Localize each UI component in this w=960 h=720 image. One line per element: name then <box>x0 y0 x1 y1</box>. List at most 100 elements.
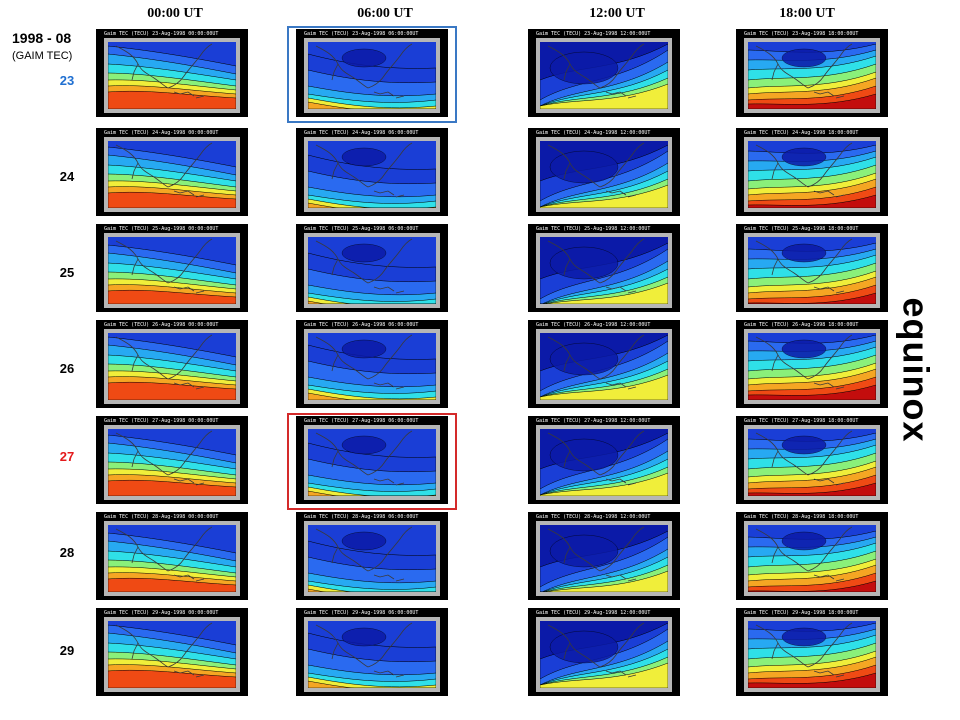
low-tec-region <box>549 534 619 568</box>
tec-contour-map <box>108 429 236 496</box>
coastline <box>547 526 645 582</box>
tec-map-panel: Gaim TEC (TECU) 29-Aug-1998 18:00:00UT <box>736 608 888 696</box>
tec-contour-band <box>308 490 436 496</box>
panel-header: Gaim TEC (TECU) 25-Aug-1998 06:00:00UT <box>304 226 419 232</box>
tec-map-panel: Gaim TEC (TECU) 29-Aug-1998 06:00:00UT <box>296 608 448 696</box>
tec-map-panel: Gaim TEC (TECU) 26-Aug-1998 12:00:00UT <box>528 320 680 408</box>
panel-frame <box>304 521 440 596</box>
tec-contour-map <box>308 333 436 400</box>
panel-map <box>308 333 436 400</box>
figure-title: 1998 - 08 <box>12 30 72 46</box>
low-tec-region <box>341 531 387 551</box>
tec-contour-band <box>748 284 876 304</box>
tec-contour-band <box>748 384 876 400</box>
low-tec-region <box>781 627 827 647</box>
tec-contour-band <box>540 570 668 592</box>
panel-header: Gaim TEC (TECU) 26-Aug-1998 12:00:00UT <box>536 322 651 328</box>
panel-map <box>108 429 236 496</box>
panel-frame <box>104 521 240 596</box>
panel-map <box>748 42 876 109</box>
tec-contour-map <box>540 429 668 496</box>
panel-frame <box>744 38 880 113</box>
low-tec-region <box>781 531 827 551</box>
panel-frame <box>744 521 880 596</box>
coastline <box>315 430 413 486</box>
low-tec-region <box>781 243 827 263</box>
panel-frame <box>304 617 440 692</box>
tec-contour-band <box>108 381 236 400</box>
low-tec-region <box>341 243 387 263</box>
panel-map <box>108 42 236 109</box>
tec-contour-band <box>540 472 668 496</box>
coastline <box>755 334 853 390</box>
panel-header: Gaim TEC (TECU) 25-Aug-1998 00:00:00UT <box>104 226 219 232</box>
day-label: 27 <box>59 449 75 464</box>
coastline <box>547 142 645 198</box>
tec-contour-band <box>308 292 436 304</box>
tec-contour-map <box>748 141 876 208</box>
panel-header: Gaim TEC (TECU) 26-Aug-1998 06:00:00UT <box>304 322 419 328</box>
day-label: 23 <box>59 73 75 88</box>
panel-header: Gaim TEC (TECU) 25-Aug-1998 18:00:00UT <box>744 226 859 232</box>
panel-map <box>308 429 436 496</box>
tec-contour-map <box>108 333 236 400</box>
panel-frame <box>104 233 240 308</box>
panel-frame <box>304 425 440 500</box>
panel-map <box>108 525 236 592</box>
tec-map-panel: Gaim TEC (TECU) 28-Aug-1998 12:00:00UT <box>528 512 680 600</box>
panel-header: Gaim TEC (TECU) 27-Aug-1998 06:00:00UT <box>304 418 419 424</box>
tec-contour-band <box>308 101 436 109</box>
tec-contour-band <box>108 289 236 304</box>
panel-map <box>308 141 436 208</box>
tec-map-panel: Gaim TEC (TECU) 24-Aug-1998 18:00:00UT <box>736 128 888 216</box>
tec-contour-map <box>308 429 436 496</box>
tec-contour-map <box>748 525 876 592</box>
panel-frame <box>744 617 880 692</box>
panel-map <box>748 525 876 592</box>
tec-map-panel: Gaim TEC (TECU) 27-Aug-1998 12:00:00UT <box>528 416 680 504</box>
panel-frame <box>536 521 672 596</box>
panel-header: Gaim TEC (TECU) 26-Aug-1998 18:00:00UT <box>744 322 859 328</box>
coastline <box>547 43 645 99</box>
tec-contour-band <box>540 662 668 688</box>
panel-map <box>748 141 876 208</box>
tec-contour-map <box>108 237 236 304</box>
panel-map <box>748 429 876 496</box>
panel-frame <box>744 425 880 500</box>
season-label-text: equinox <box>895 297 937 443</box>
tec-map-panel: Gaim TEC (TECU) 23-Aug-1998 06:00:00UT <box>296 29 448 117</box>
panel-header: Gaim TEC (TECU) 29-Aug-1998 06:00:00UT <box>304 610 419 616</box>
panel-header: Gaim TEC (TECU) 28-Aug-1998 18:00:00UT <box>744 514 859 520</box>
panel-header: Gaim TEC (TECU) 28-Aug-1998 06:00:00UT <box>304 514 419 520</box>
panel-header: Gaim TEC (TECU) 28-Aug-1998 00:00:00UT <box>104 514 219 520</box>
coastline <box>115 43 213 99</box>
panel-header: Gaim TEC (TECU) 23-Aug-1998 12:00:00UT <box>536 31 651 37</box>
tec-contour-map <box>540 141 668 208</box>
coastline <box>315 334 413 390</box>
column-header: 12:00 UT <box>589 6 645 21</box>
panel-map <box>308 525 436 592</box>
tec-contour-map <box>540 621 668 688</box>
tec-map-panel: Gaim TEC (TECU) 25-Aug-1998 06:00:00UT <box>296 224 448 312</box>
panel-frame <box>104 425 240 500</box>
coastline <box>115 238 213 294</box>
low-tec-region <box>781 147 827 167</box>
tec-contour-band <box>540 374 668 400</box>
panel-map <box>748 333 876 400</box>
tec-contour-band <box>308 392 436 400</box>
tec-map-panel: Gaim TEC (TECU) 25-Aug-1998 00:00:00UT <box>96 224 248 312</box>
tec-map-panel: Gaim TEC (TECU) 25-Aug-1998 18:00:00UT <box>736 224 888 312</box>
panel-map <box>540 42 668 109</box>
coastline <box>547 334 645 390</box>
coastline <box>755 238 853 294</box>
coastline <box>755 43 853 99</box>
panel-frame <box>536 425 672 500</box>
panel-frame <box>536 233 672 308</box>
panel-frame <box>536 38 672 113</box>
tec-contour-band <box>748 194 876 208</box>
coastline <box>315 142 413 198</box>
panel-header: Gaim TEC (TECU) 24-Aug-1998 12:00:00UT <box>536 130 651 136</box>
panel-header: Gaim TEC (TECU) 24-Aug-1998 06:00:00UT <box>304 130 419 136</box>
low-tec-region <box>781 48 827 68</box>
tec-map-panel: Gaim TEC (TECU) 25-Aug-1998 12:00:00UT <box>528 224 680 312</box>
